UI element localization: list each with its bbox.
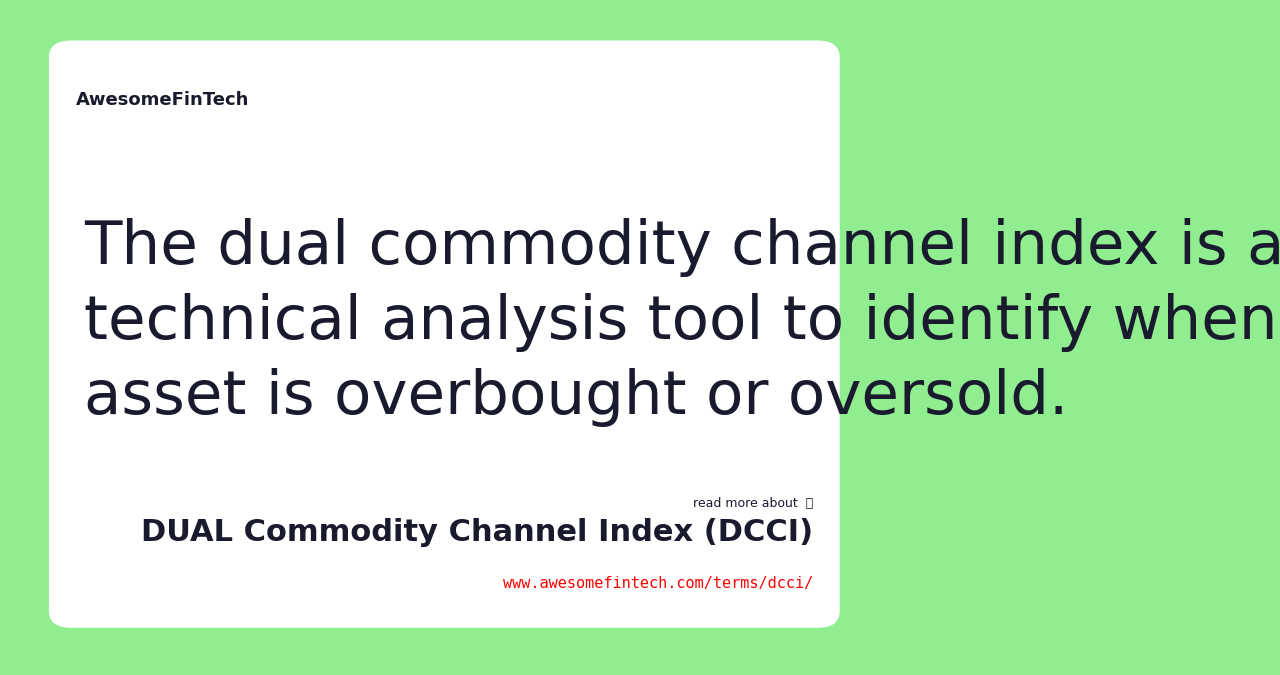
Text: read more about  💡: read more about 💡 [692,497,813,510]
Text: AwesomeFinTech: AwesomeFinTech [76,91,248,109]
FancyBboxPatch shape [49,40,840,628]
Text: The dual commodity channel index is a
technical analysis tool to identify when a: The dual commodity channel index is a te… [84,218,1280,427]
Text: www.awesomefintech.com/terms/dcci/: www.awesomefintech.com/terms/dcci/ [503,576,813,591]
Text: DUAL Commodity Channel Index (DCCI): DUAL Commodity Channel Index (DCCI) [141,518,813,547]
